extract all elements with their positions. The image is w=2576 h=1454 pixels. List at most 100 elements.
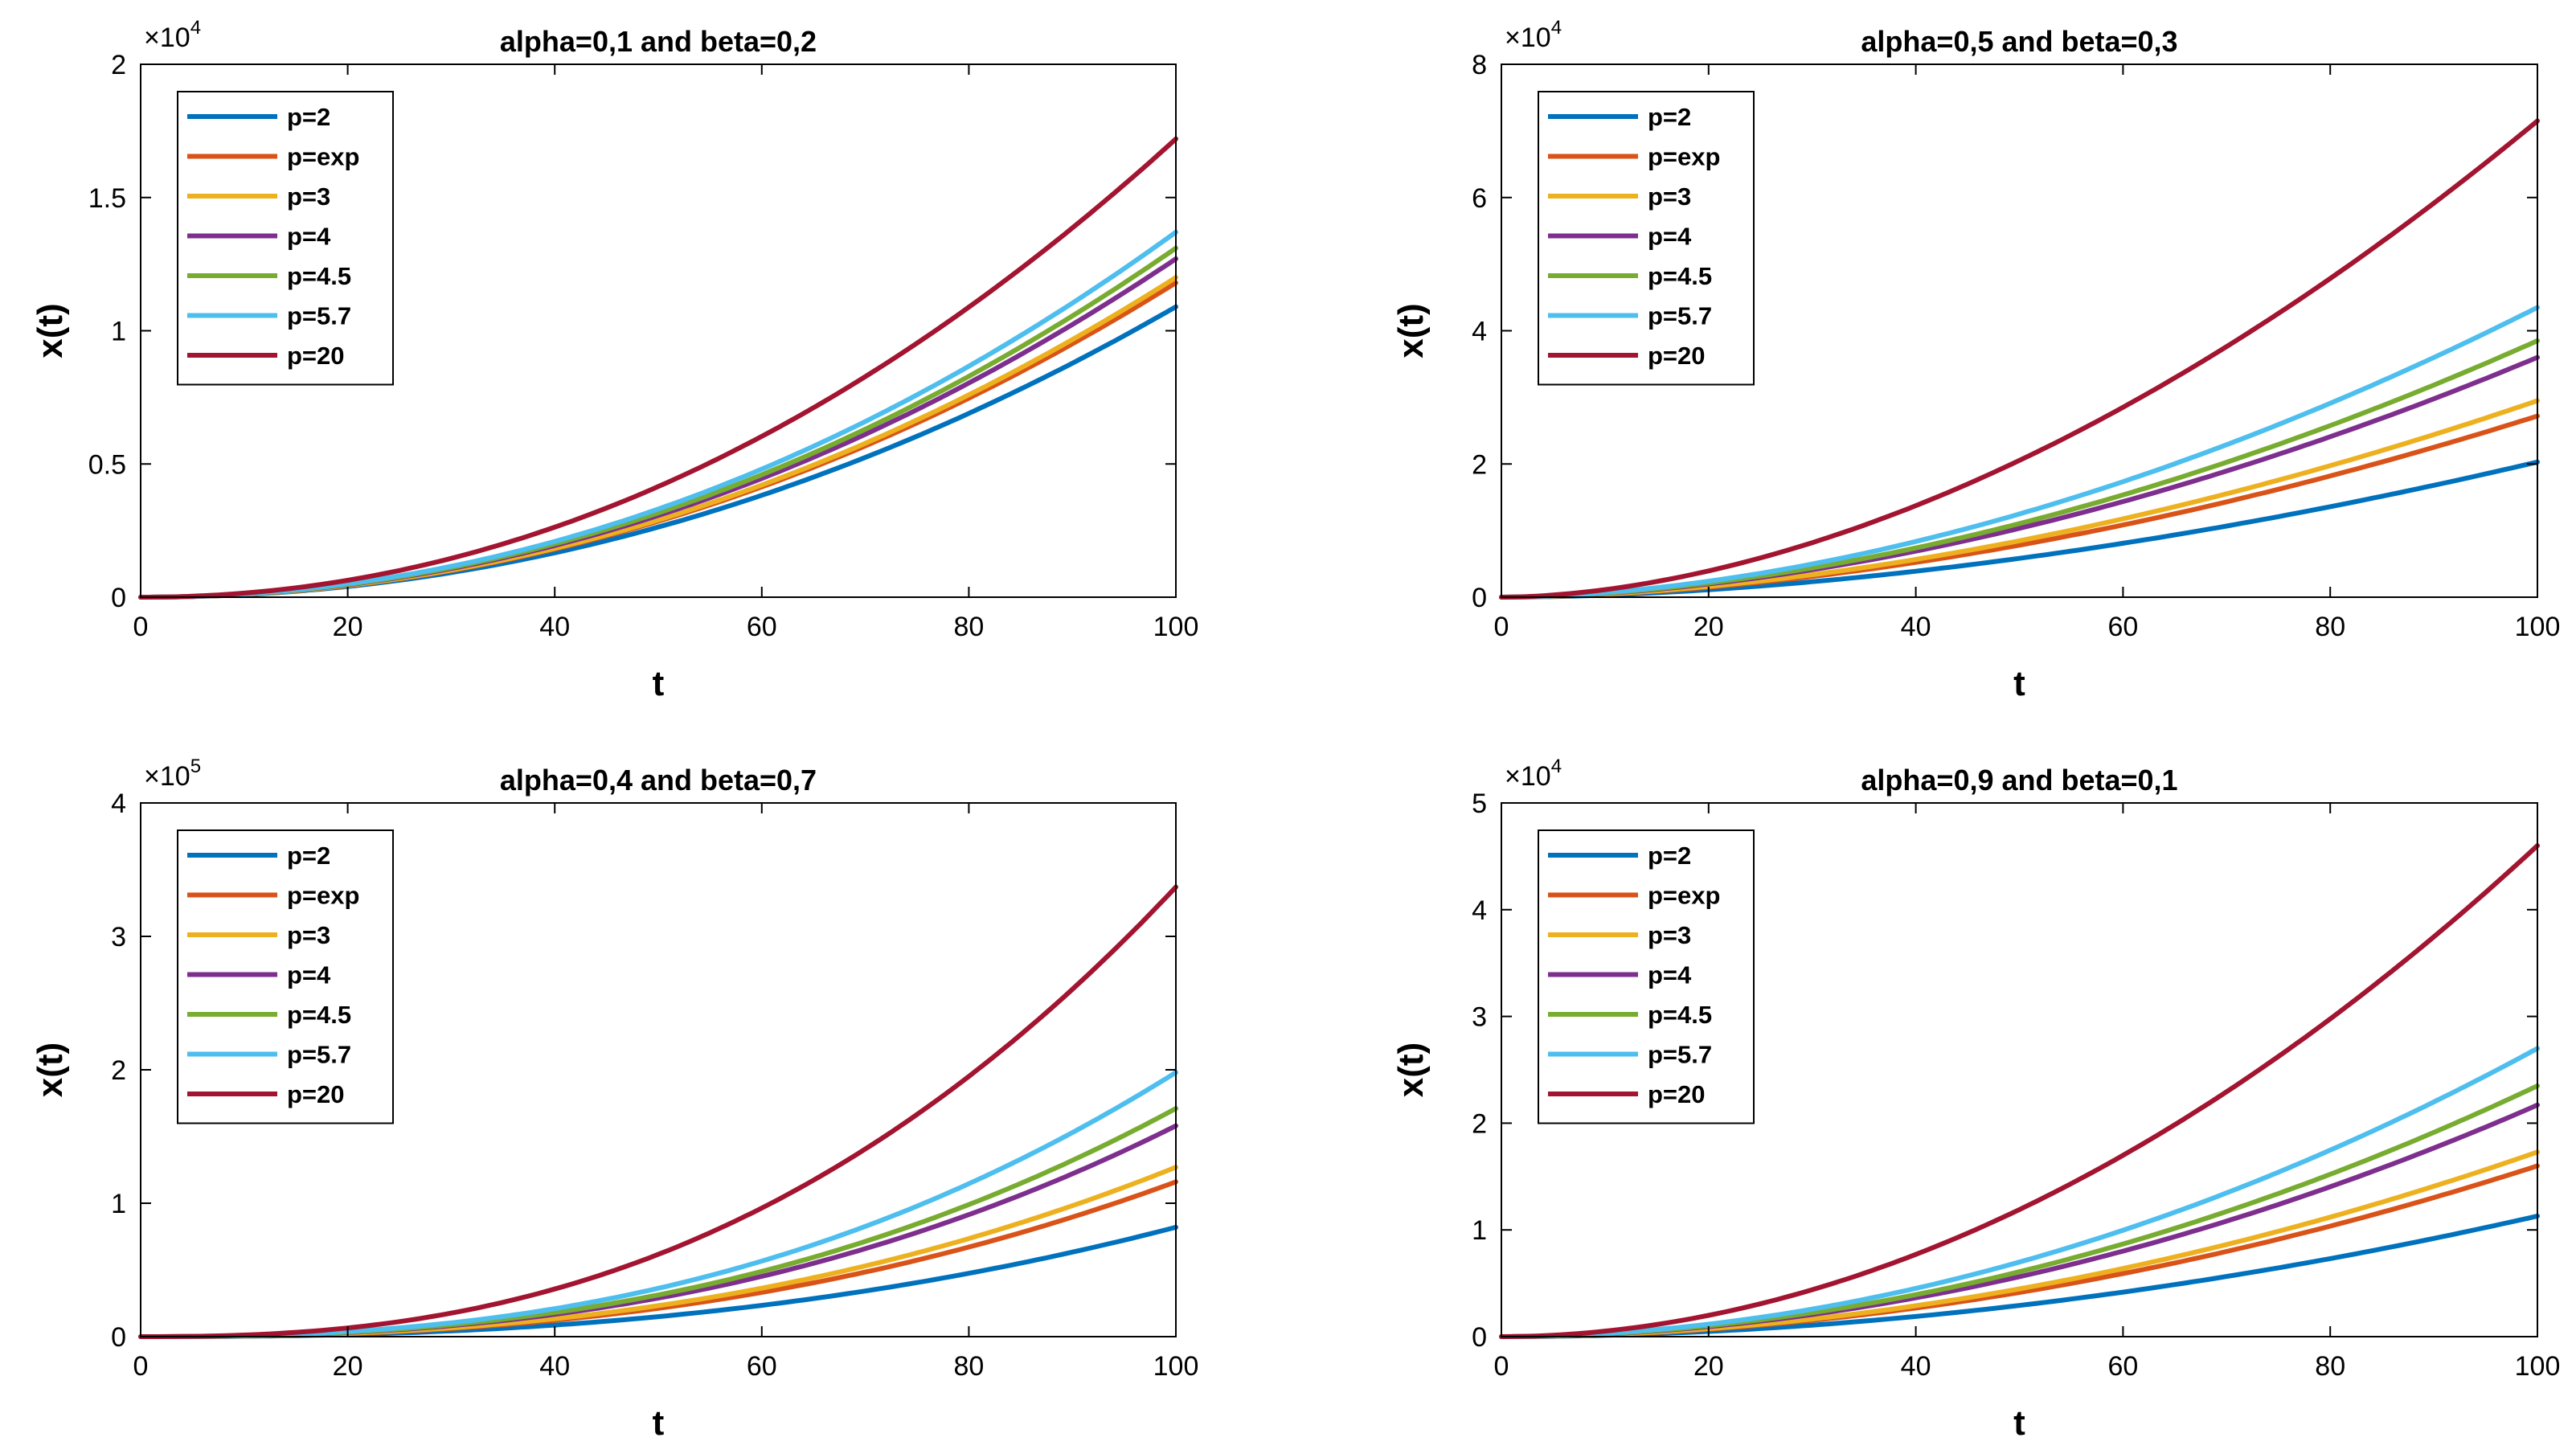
chart-title: alpha=0,5 and beta=0,3 [1861, 25, 2177, 58]
legend-label: p=5.7 [1648, 1041, 1712, 1069]
legend-label: p=exp [287, 882, 359, 910]
legend-label: p=5.7 [287, 1041, 351, 1069]
series-line-p-3 [1499, 398, 2540, 600]
legend-label: p=4.5 [1648, 1001, 1712, 1029]
series-line-p-20 [1499, 118, 2540, 600]
legend-label: p=exp [287, 143, 359, 171]
legend-label: p=4 [287, 961, 331, 989]
legend-label: p=exp [1648, 882, 1720, 910]
legend-label: p=2 [1648, 842, 1691, 870]
x-tick-label: 20 [1693, 1351, 1724, 1382]
legend: p=2 p=exp p=3 p=4 p=4.5 p=5.7 p=20 [1538, 829, 1755, 1124]
y-tick-label: 0 [111, 583, 126, 613]
x-tick-label: 40 [1901, 612, 1931, 642]
legend-label: p=4.5 [287, 1001, 351, 1029]
legend-label: p=4 [1648, 961, 1692, 989]
series-line-p-5-7 [1499, 305, 2540, 600]
series-group [1499, 118, 2540, 600]
y-tick-label: 2 [1472, 449, 1487, 480]
y-tick-label: 8 [1472, 50, 1487, 80]
x-tick-label: 40 [539, 1351, 570, 1382]
subplot-3: 0 20 40 60 80 100 0 1 2 3 4 ×105 alpha=0,4 and beta=… [31, 756, 1198, 1443]
x-tick-label: 100 [1153, 612, 1199, 642]
y-exponent-label: ×104 [144, 17, 201, 53]
series-group [1499, 843, 2540, 1339]
legend-label: p=2 [1648, 103, 1691, 131]
x-tick-label: 20 [333, 612, 363, 642]
y-tick-label: 1 [1472, 1215, 1487, 1246]
chart-title: alpha=0,4 and beta=0,7 [500, 764, 817, 797]
y-exponent-power: 4 [1551, 17, 1562, 39]
series-line-p-4 [1499, 354, 2540, 600]
legend-label: p=20 [287, 342, 345, 370]
y-exponent-power: 4 [1551, 756, 1562, 777]
y-tick-label: 4 [1472, 895, 1487, 926]
series-line-p-20 [1499, 843, 2540, 1339]
series-line-p-3 [1499, 1149, 2540, 1339]
x-tick-label: 0 [1494, 612, 1509, 642]
legend-label: p=20 [1648, 342, 1706, 370]
x-tick-label: 80 [2315, 612, 2345, 642]
legend-label: p=2 [287, 842, 330, 870]
y-tick-label: 4 [1472, 317, 1487, 347]
legend-label: p=5.7 [1648, 302, 1712, 330]
y-exponent-label: ×105 [144, 756, 201, 792]
x-tick-label: 60 [2107, 612, 2138, 642]
y-tick-label: 2 [111, 50, 126, 80]
legend-label: p=20 [1648, 1080, 1706, 1108]
y-exponent-power: 5 [190, 756, 201, 777]
legend-label: p=4.5 [287, 262, 351, 290]
legend-label: p=4 [1648, 223, 1692, 251]
legend-label: p=4.5 [1648, 262, 1712, 290]
y-tick-label: 0 [111, 1322, 126, 1353]
x-tick-label: 100 [2515, 612, 2561, 642]
x-tick-label: 80 [953, 612, 984, 642]
x-tick-label: 20 [333, 1351, 363, 1382]
series-line-p-exp [1499, 413, 2540, 600]
x-axis-label: t [2013, 664, 2025, 703]
y-tick-label: 3 [111, 922, 126, 952]
series-line-p-20 [138, 884, 1178, 1339]
plot-frame [1501, 802, 2538, 1337]
legend-label: p=20 [287, 1080, 345, 1108]
y-tick-label: 4 [111, 788, 126, 819]
legend-label: p=4 [287, 223, 331, 251]
series-line-p-20 [138, 136, 1178, 600]
y-tick-label: 0 [1472, 1322, 1487, 1353]
x-tick-label: 100 [2515, 1351, 2561, 1382]
chart-title: alpha=0,9 and beta=0,1 [1861, 764, 2177, 797]
subplot-1: 0 20 40 60 80 100 0 0.5 1 1.5 2 ×104 alpha=0,1 and b… [31, 17, 1198, 703]
series-line-p-5-7 [1499, 1046, 2540, 1339]
legend: p=2 p=exp p=3 p=4 p=4.5 p=5.7 p=20 [177, 829, 394, 1124]
legend-label: p=3 [1648, 182, 1691, 211]
series-group [138, 136, 1178, 600]
x-tick-label: 80 [953, 1351, 984, 1382]
series-line-p-4 [1499, 1102, 2540, 1339]
x-tick-label: 60 [2107, 1351, 2138, 1382]
y-tick-label: 0 [1472, 583, 1487, 613]
y-tick-label: 2 [1472, 1108, 1487, 1139]
x-tick-label: 0 [1494, 1351, 1509, 1382]
y-tick-label: 1 [111, 1189, 126, 1219]
y-tick-label: 1.5 [88, 183, 126, 214]
y-axis-label: x(t) [1391, 303, 1431, 358]
x-axis-label: t [653, 664, 665, 703]
y-tick-label: 2 [111, 1055, 126, 1086]
y-exponent-label: ×104 [1505, 17, 1562, 53]
series-line-p-2 [138, 1224, 1178, 1339]
x-tick-label: 100 [1153, 1351, 1199, 1382]
y-tick-label: 6 [1472, 183, 1487, 214]
y-exponent-label: ×104 [1505, 756, 1562, 792]
x-axis-label: t [2013, 1403, 2025, 1443]
x-tick-label: 60 [747, 1351, 777, 1382]
series-group [138, 884, 1178, 1339]
x-tick-label: 20 [1693, 612, 1724, 642]
legend-box [1538, 829, 1755, 1124]
legend: p=2 p=exp p=3 p=4 p=4.5 p=5.7 p=20 [1538, 91, 1755, 386]
series-line-p-exp [1499, 1163, 2540, 1339]
series-line-p-exp [138, 1179, 1178, 1339]
subplot-2: 0 20 40 60 80 100 0 2 4 6 8 ×104 alpha=0,5 and beta=… [1391, 17, 2560, 703]
y-axis-label: x(t) [31, 1042, 70, 1097]
subplot-4: 0 20 40 60 80 100 0 1 2 3 4 5 ×104 alpha=0,9 and beta… [1391, 756, 2560, 1443]
